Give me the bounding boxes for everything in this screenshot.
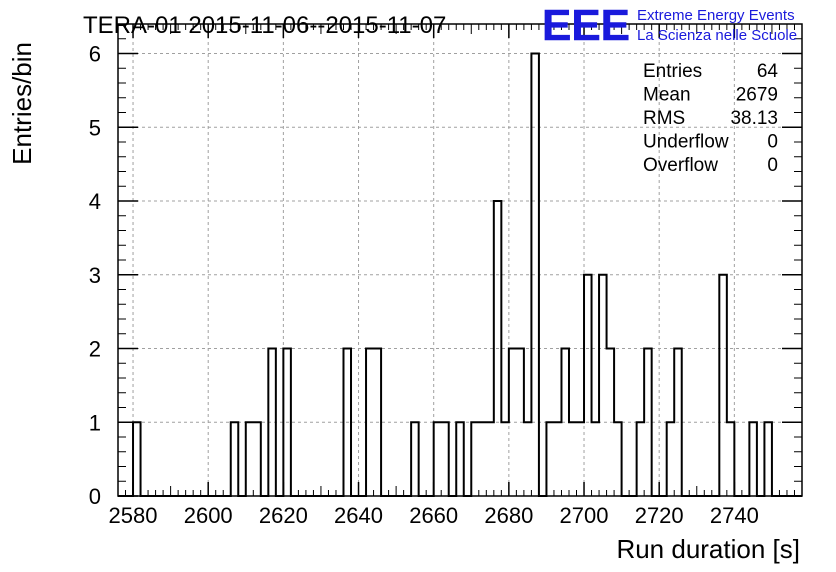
x-tick-label: 2640 [334, 503, 383, 528]
histogram-bin [592, 422, 600, 496]
histogram-outline [118, 52, 802, 497]
eee-logo-line1: Extreme Energy Events [637, 7, 795, 24]
grid [118, 24, 802, 496]
stats-label: Entries [643, 61, 702, 82]
histogram-bin [749, 422, 757, 496]
histogram-bin [133, 422, 141, 496]
histogram-bin [374, 349, 382, 497]
histogram-bin [561, 349, 569, 497]
histogram-bin [268, 349, 276, 497]
histogram-bin [456, 422, 464, 496]
chart-title: TERA-01 2015-11-06--2015-11-07 [83, 12, 446, 39]
histogram-bin [516, 349, 524, 497]
stats-label: Mean [643, 85, 691, 106]
histogram-bin [599, 275, 607, 496]
histogram-bin [637, 422, 645, 496]
histogram-bin [343, 349, 351, 497]
histogram-bin [479, 422, 487, 496]
stats-value: 2679 [736, 85, 778, 106]
y-tick-label: 4 [89, 189, 101, 214]
histogram-bin [501, 422, 509, 496]
histogram-bin [719, 275, 727, 496]
histogram-bin [434, 422, 442, 496]
histogram-bin [366, 349, 374, 497]
stats-label: RMS [643, 108, 685, 129]
y-tick-label: 1 [89, 410, 101, 435]
x-tick-label: 2580 [109, 503, 158, 528]
histogram-bin [667, 422, 675, 496]
histogram-bin [584, 275, 592, 496]
stats-label: Overflow [643, 155, 718, 176]
histogram-bin [441, 422, 449, 496]
x-tick-label: 2700 [560, 503, 609, 528]
histogram-bin [577, 422, 585, 496]
stats-value: 38.13 [730, 108, 778, 129]
x-tick-label: 2680 [484, 503, 533, 528]
y-tick-label: 6 [89, 42, 101, 67]
y-tick-label: 2 [89, 337, 101, 362]
x-tick-label: 2720 [635, 503, 684, 528]
histogram-bin [486, 422, 494, 496]
histogram-bin [607, 349, 615, 497]
eee-logo-mark: EEE [542, 1, 630, 50]
y-tick-label: 3 [89, 263, 101, 288]
histogram-bin [674, 349, 682, 497]
histogram-bin [546, 422, 554, 496]
y-tick-label: 0 [89, 484, 101, 509]
histogram-bin [531, 54, 539, 497]
histogram-bin [494, 201, 502, 496]
histogram-bin [509, 349, 517, 497]
histogram-bin [411, 422, 419, 496]
histogram-bin [644, 349, 652, 497]
stats-value: 0 [767, 132, 778, 153]
eee-logo-line2: La Scienza nelle Scuole [637, 27, 797, 44]
histogram-bin [253, 422, 261, 496]
histogram-bin [231, 422, 239, 496]
x-tick-label: 2740 [710, 503, 759, 528]
x-tick-label: 2600 [184, 503, 233, 528]
x-axis-label: Run duration [s] [616, 534, 800, 564]
y-axis-label: Entries/bin [7, 42, 37, 165]
x-tick-label: 2660 [409, 503, 458, 528]
histogram-bin [246, 422, 254, 496]
histogram-bin [569, 422, 577, 496]
histogram-bin [554, 422, 562, 496]
histogram-bin [764, 422, 772, 496]
histogram-bin [283, 349, 291, 497]
stats-value: 0 [767, 155, 778, 176]
eee-logo: EEE Extreme Energy Events La Scienza nel… [542, 1, 797, 51]
stats-value: 64 [757, 61, 779, 82]
stats-label: Underflow [643, 132, 729, 153]
histogram-bin [614, 422, 622, 496]
x-tick-label: 2620 [259, 503, 308, 528]
histogram-bin [471, 422, 479, 496]
histogram-bin [524, 422, 532, 496]
y-tick-label: 5 [89, 115, 101, 140]
axis-ticks: 2580 2600 2620 2640 2660 2680 2700 2720 2740 0 1 2 3… [89, 24, 803, 528]
histogram-bin [727, 422, 735, 496]
